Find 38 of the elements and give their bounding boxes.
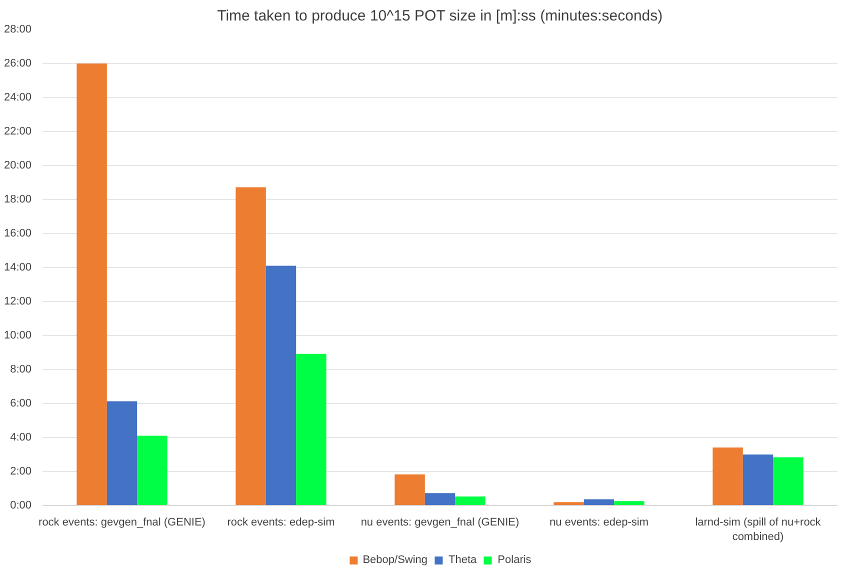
bar	[394, 474, 425, 506]
y-tick-label: 16:00	[4, 228, 32, 240]
bar	[773, 457, 804, 506]
y-tick-label: 26:00	[4, 58, 32, 70]
bar	[614, 501, 644, 506]
y-tick-label: 4:00	[10, 432, 32, 444]
x-tick-label: larnd-sim (spill of nu+rock combined)	[695, 516, 822, 543]
y-tick-label: 8:00	[10, 364, 32, 376]
y-tick-label: 20:00	[4, 160, 32, 172]
y-tick-label: 10:00	[4, 330, 32, 342]
bar	[584, 499, 614, 506]
y-tick-label: 14:00	[4, 262, 32, 274]
y-tick-label: 0:00	[10, 500, 32, 512]
y-tick-label: 12:00	[4, 296, 32, 308]
y-tick-label: 18:00	[4, 194, 32, 206]
y-tick-label: 22:00	[4, 126, 32, 138]
x-tick-label: rock events: edep-sim	[227, 516, 335, 528]
bar	[424, 493, 456, 506]
bar	[712, 448, 743, 506]
y-tick-label: 6:00	[10, 398, 32, 410]
y-tick-label: 2:00	[10, 466, 32, 478]
bar	[455, 496, 486, 506]
chart-title: Time taken to produce 10^15 POT size in [m]:ss (minutes:seconds)	[217, 8, 663, 24]
legend-label: Theta	[448, 554, 477, 566]
legend-label: Polaris	[498, 554, 532, 566]
y-tick-label: 28:00	[4, 24, 32, 36]
bar	[76, 64, 107, 506]
bar	[296, 354, 326, 506]
x-tick-label: nu events: gevgen_fnal (GENIE)	[360, 516, 520, 528]
bar	[236, 187, 266, 506]
legend-label: Bebop/Swing	[362, 554, 428, 566]
bar	[266, 266, 296, 506]
x-tick-label: rock events: gevgen_fnal (GENIE)	[38, 516, 206, 528]
bar	[742, 454, 774, 506]
bar	[106, 401, 138, 506]
bar	[137, 436, 168, 506]
y-tick-label: 24:00	[4, 92, 32, 104]
x-tick-label: nu events: edep-sim	[549, 516, 649, 528]
